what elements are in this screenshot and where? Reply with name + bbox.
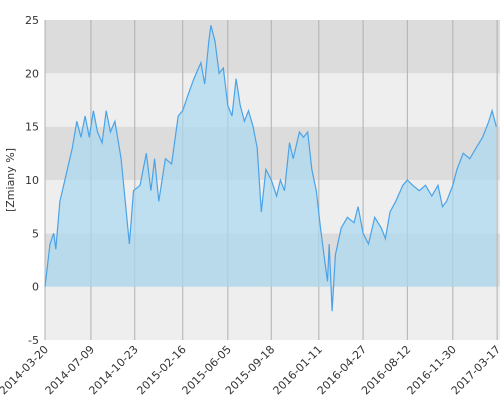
y-tick-label: 20 [25,67,39,80]
background-band [45,286,500,340]
y-tick-label: 5 [32,227,39,240]
background-band [45,73,500,127]
y-tick-label: 10 [25,174,39,187]
background-band [45,20,500,74]
area [45,25,497,312]
y-tick-label: 25 [25,14,39,27]
y-tick-label: 15 [25,121,39,134]
y-tick-label: 0 [32,281,39,294]
y-axis-label: [Zmiany %] [4,148,17,212]
y-tick-label: -5 [28,334,39,347]
line [44,25,497,312]
